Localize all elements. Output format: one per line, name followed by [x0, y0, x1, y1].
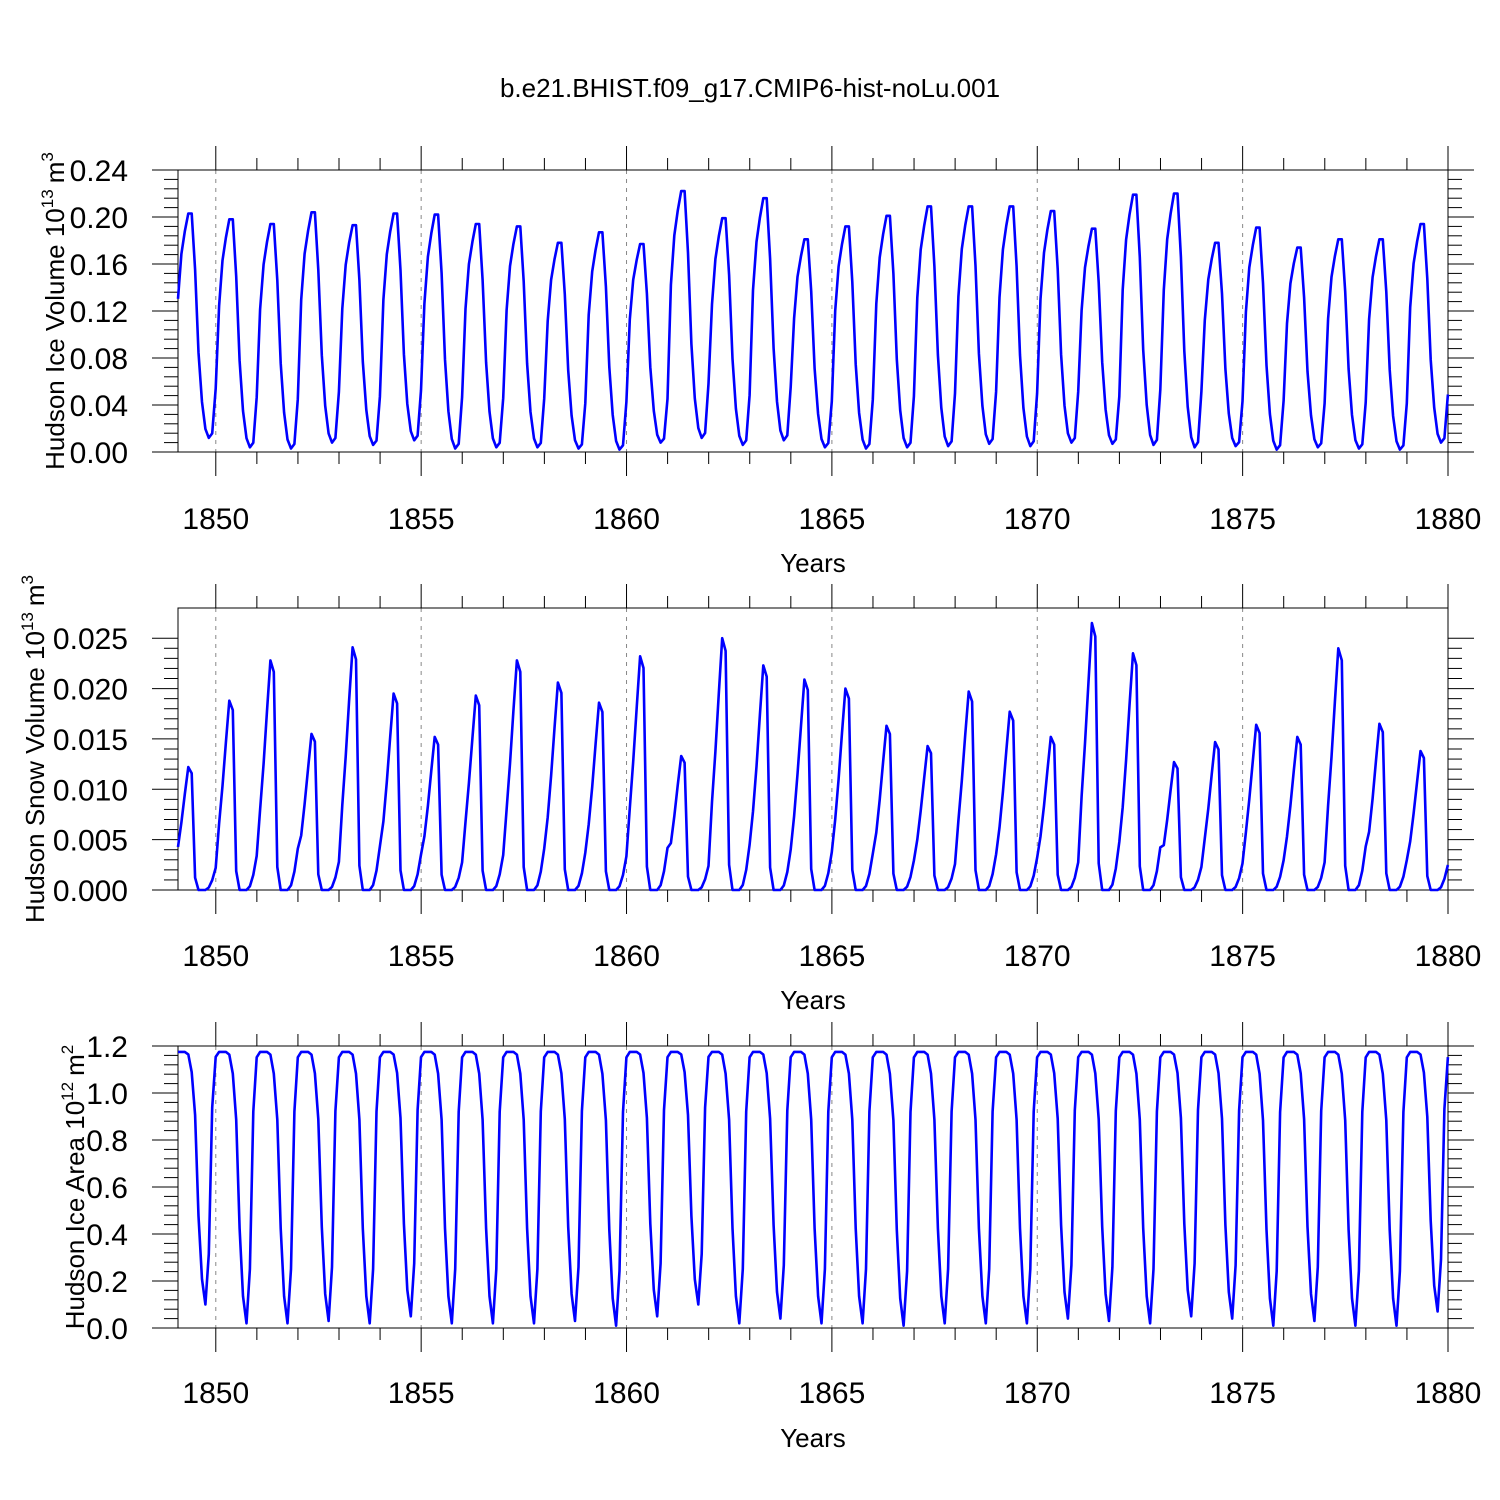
y-tick-label: 0.000: [53, 875, 128, 908]
x-tick-label: 1860: [593, 503, 660, 536]
x-tick-label: 1870: [1004, 940, 1071, 973]
x-tick-label: 1850: [182, 1377, 249, 1410]
x-tick-label: 1860: [593, 1377, 660, 1410]
x-axis-title: Years: [780, 548, 846, 578]
plot-frame: [177, 607, 1449, 891]
y-tick-label: 0.6: [86, 1172, 128, 1205]
x-tick-label: 1875: [1209, 940, 1276, 973]
y-tick-label: 0.020: [53, 674, 128, 707]
y-tick-label: 0.4: [86, 1219, 128, 1252]
x-tick-label: 1865: [799, 503, 866, 536]
y-tick-label: 0.16: [70, 249, 128, 282]
y-title-unit: m: [40, 162, 70, 184]
y-title-unit-exponent: 3: [18, 575, 37, 584]
x-tick-label: 1870: [1004, 1377, 1071, 1410]
x-tick-label: 1850: [182, 940, 249, 973]
y-title-main: Hudson Ice Volume 10: [40, 208, 70, 470]
y-title-unit-exponent: 2: [58, 1045, 77, 1054]
series-line: [176, 621, 1450, 892]
y-tick-label: 0.08: [70, 343, 128, 376]
x-tick-label: 1875: [1209, 503, 1276, 536]
series-line: [176, 189, 1450, 451]
y-title-exponent: 13: [18, 612, 37, 631]
y-tick-label: 0.2: [86, 1266, 128, 1299]
chart-panel-2: 0.000 0.005 0.010 0.015 0.020 0.025 1850 1855 18…: [18, 575, 1481, 1015]
y-tick-label: 0.0: [86, 1313, 128, 1346]
x-tick-label: 1880: [1415, 1377, 1482, 1410]
y-tick-label: 0.20: [70, 202, 128, 235]
figure-title: b.e21.BHIST.f09_g17.CMIP6-hist-noLu.001: [500, 73, 1000, 103]
x-tick-label: 1855: [388, 1377, 455, 1410]
chart-panel-1: 0.00 0.04 0.08 0.12 0.16 0.20 0.24 1850 1855 1860…: [38, 146, 1481, 578]
y-title-unit-exponent: 3: [38, 152, 57, 161]
y-tick-label: 0.04: [70, 390, 128, 423]
y-tick-label: 0.8: [86, 1125, 128, 1158]
y-title-exponent: 13: [38, 189, 57, 208]
x-axis-title: Years: [780, 1423, 846, 1453]
y-tick-label: 0.015: [53, 724, 128, 757]
y-title-main: Hudson Ice Area 10: [60, 1101, 90, 1329]
series-line: [178, 1050, 1450, 1327]
y-title-unit: m: [20, 584, 50, 606]
x-tick-label: 1855: [388, 503, 455, 536]
x-tick-label: 1880: [1415, 503, 1482, 536]
y-title-exponent: 12: [58, 1082, 77, 1101]
y-axis-title: Hudson Ice Area 1012 m2: [58, 1045, 90, 1329]
y-tick-label: 0.12: [70, 296, 128, 329]
y-axis-title: Hudson Ice Volume 1013 m3: [38, 152, 70, 470]
x-axis-title: Years: [780, 985, 846, 1015]
x-tick-label: 1875: [1209, 1377, 1276, 1410]
y-title-main: Hudson Snow Volume 10: [20, 631, 50, 923]
y-tick-label: 0.00: [70, 437, 128, 470]
y-tick-label: 1.0: [86, 1078, 128, 1111]
y-tick-label: 0.005: [53, 825, 128, 858]
x-tick-label: 1865: [799, 940, 866, 973]
x-tick-label: 1880: [1415, 940, 1482, 973]
y-tick-label: 0.010: [53, 774, 128, 807]
x-tick-label: 1855: [388, 940, 455, 973]
y-title-unit: m: [60, 1054, 90, 1076]
chart-panel-3: 0.0 0.2 0.4 0.6 0.8 1.0 1.2 1850 1855 1860 1865 187…: [58, 1022, 1481, 1453]
x-tick-label: 1850: [182, 503, 249, 536]
panels: 0.00 0.04 0.08 0.12 0.16 0.20 0.24 1850 1855 1860…: [18, 146, 1481, 1453]
x-tick-label: 1860: [593, 940, 660, 973]
y-tick-label: 0.24: [70, 155, 128, 188]
y-tick-label: 0.025: [53, 623, 128, 656]
x-tick-label: 1870: [1004, 503, 1071, 536]
x-tick-label: 1865: [799, 1377, 866, 1410]
y-tick-label: 1.2: [86, 1031, 128, 1064]
y-axis-title: Hudson Snow Volume 1013 m3: [18, 575, 50, 923]
